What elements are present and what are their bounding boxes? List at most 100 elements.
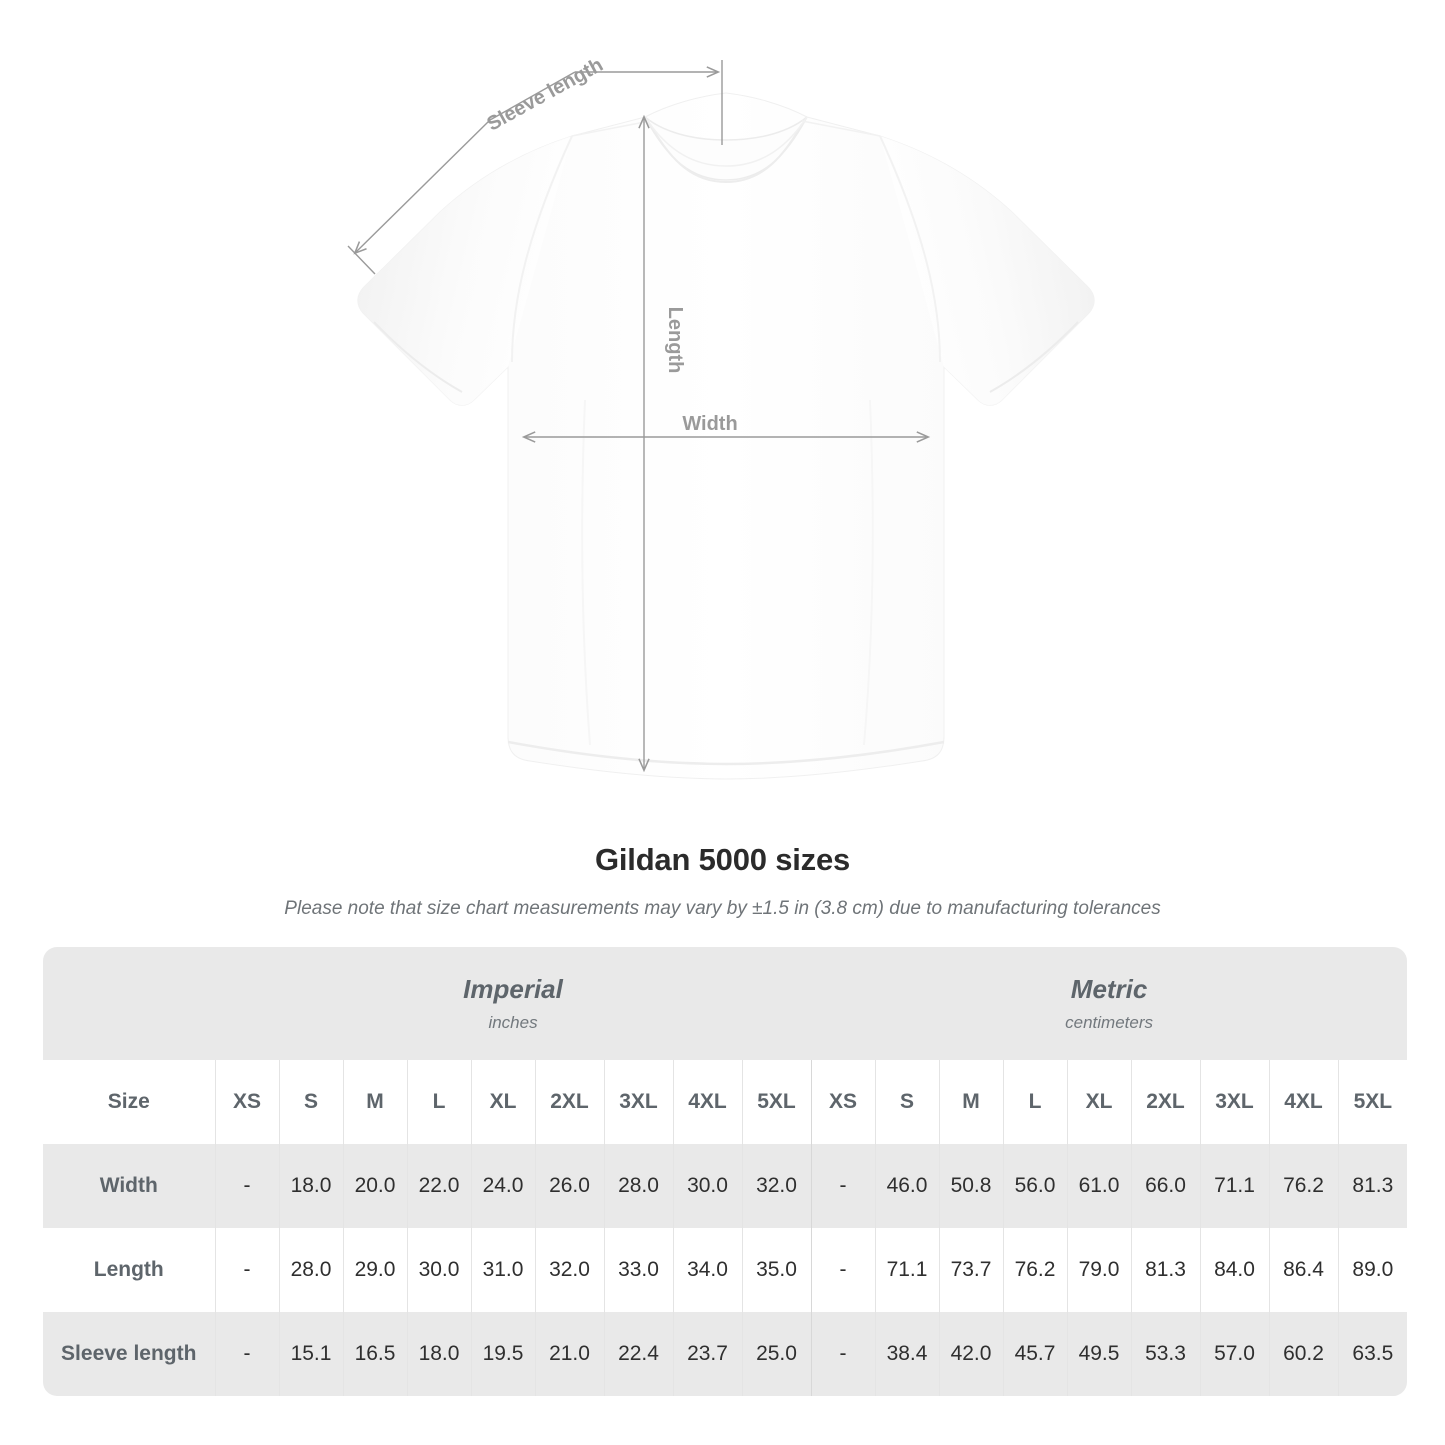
- metric-label: Metric: [1070, 973, 1148, 1004]
- cell-width-metric-s: 46.0: [874, 1144, 940, 1228]
- col-header-imperial-s: S: [278, 1060, 343, 1144]
- cell-sleeve-imperial-3xl: 22.4: [603, 1312, 673, 1396]
- width-label: Width: [682, 413, 737, 435]
- tshirt-diagram: Sleeve length Length Width: [347, 54, 1095, 780]
- cell-width-metric-4xl: 76.2: [1268, 1144, 1339, 1228]
- cell-width-metric-5xl: 81.3: [1337, 1144, 1408, 1228]
- col-header-imperial-3xl: 3XL: [603, 1060, 673, 1144]
- cell-width-imperial-xs: -: [214, 1144, 279, 1228]
- cell-length-imperial-2xl: 32.0: [534, 1228, 604, 1312]
- cell-length-metric-3xl: 84.0: [1199, 1228, 1270, 1312]
- cell-length-imperial-m: 29.0: [342, 1228, 407, 1312]
- cell-width-metric-l: 56.0: [1002, 1144, 1068, 1228]
- cell-width-imperial-4xl: 30.0: [672, 1144, 742, 1228]
- cell-length-metric-2xl: 81.3: [1130, 1228, 1201, 1312]
- cell-sleeve-metric-3xl: 57.0: [1199, 1312, 1270, 1396]
- col-header-imperial-5xl: 5XL: [741, 1060, 812, 1144]
- cell-sleeve-imperial-xl: 19.5: [470, 1312, 535, 1396]
- col-header-metric-xl: XL: [1066, 1060, 1132, 1144]
- cell-sleeve-metric-xs: -: [810, 1312, 876, 1396]
- cell-length-imperial-xs: -: [214, 1228, 279, 1312]
- cell-length-metric-s: 71.1: [874, 1228, 940, 1312]
- banner-spacer-left: [43, 947, 215, 1060]
- col-header-imperial-l: L: [406, 1060, 471, 1144]
- cell-width-metric-m: 50.8: [938, 1144, 1004, 1228]
- size-header-label: Size: [43, 1060, 215, 1144]
- cell-width-imperial-2xl: 26.0: [534, 1144, 604, 1228]
- col-header-metric-s: S: [874, 1060, 940, 1144]
- col-header-metric-2xl: 2XL: [1130, 1060, 1201, 1144]
- imperial-unit: inches: [488, 1012, 538, 1032]
- cell-length-imperial-5xl: 35.0: [741, 1228, 812, 1312]
- cell-length-imperial-l: 30.0: [406, 1228, 471, 1312]
- cell-sleeve-imperial-s: 15.1: [278, 1312, 343, 1396]
- cell-length-metric-xs: -: [810, 1228, 876, 1312]
- table-row: Sleeve length - 15.1 16.5 18.0 19.5 21.0…: [43, 1312, 1408, 1396]
- table-row: Length - 28.0 29.0 30.0 31.0 32.0 33.0 3…: [43, 1228, 1408, 1312]
- cell-width-metric-2xl: 66.0: [1130, 1144, 1201, 1228]
- col-header-imperial-4xl: 4XL: [672, 1060, 742, 1144]
- cell-sleeve-metric-xl: 49.5: [1066, 1312, 1132, 1396]
- cell-length-metric-xl: 79.0: [1066, 1228, 1132, 1312]
- col-header-metric-4xl: 4XL: [1268, 1060, 1339, 1144]
- cell-sleeve-imperial-m: 16.5: [342, 1312, 407, 1396]
- imperial-label: Imperial: [463, 973, 563, 1004]
- cell-length-imperial-s: 28.0: [278, 1228, 343, 1312]
- col-header-metric-5xl: 5XL: [1337, 1060, 1408, 1144]
- cell-length-metric-5xl: 89.0: [1337, 1228, 1408, 1312]
- shirt-shape: [357, 92, 1095, 780]
- cell-width-metric-3xl: 71.1: [1199, 1144, 1270, 1228]
- row-label-width: Width: [43, 1144, 215, 1228]
- imperial-banner: Imperial inches: [215, 947, 812, 1060]
- cell-sleeve-metric-2xl: 53.3: [1130, 1312, 1201, 1396]
- cell-width-imperial-l: 22.0: [406, 1144, 471, 1228]
- cell-sleeve-imperial-xs: -: [214, 1312, 279, 1396]
- cell-width-imperial-xl: 24.0: [470, 1144, 535, 1228]
- col-header-imperial-2xl: 2XL: [534, 1060, 604, 1144]
- cell-sleeve-metric-s: 38.4: [874, 1312, 940, 1396]
- row-label-sleeve-length: Sleeve length: [43, 1312, 215, 1396]
- col-header-imperial-xl: XL: [470, 1060, 535, 1144]
- cell-width-metric-xl: 61.0: [1066, 1144, 1132, 1228]
- cell-width-imperial-5xl: 32.0: [741, 1144, 812, 1228]
- cell-sleeve-metric-5xl: 63.5: [1337, 1312, 1408, 1396]
- metric-unit: centimeters: [1065, 1012, 1154, 1032]
- col-header-metric-3xl: 3XL: [1199, 1060, 1270, 1144]
- tshirt-illustration: Sleeve length Length Width: [347, 54, 1095, 780]
- cell-sleeve-metric-l: 45.7: [1002, 1312, 1068, 1396]
- cell-sleeve-metric-m: 42.0: [938, 1312, 1004, 1396]
- size-table-container: Imperial inches Metric centimeters Size …: [43, 947, 1408, 1396]
- cell-length-metric-m: 73.7: [938, 1228, 1004, 1312]
- cell-length-metric-4xl: 86.4: [1268, 1228, 1339, 1312]
- col-header-imperial-xs: XS: [214, 1060, 279, 1144]
- row-label-length: Length: [43, 1228, 215, 1312]
- unit-banner-row: Imperial inches Metric centimeters: [43, 947, 1408, 1060]
- cell-sleeve-imperial-4xl: 23.7: [672, 1312, 742, 1396]
- cell-sleeve-imperial-2xl: 21.0: [534, 1312, 604, 1396]
- cell-length-metric-l: 76.2: [1002, 1228, 1068, 1312]
- cell-sleeve-metric-4xl: 60.2: [1268, 1312, 1339, 1396]
- cell-length-imperial-3xl: 33.0: [603, 1228, 673, 1312]
- metric-banner: Metric centimeters: [811, 947, 1408, 1060]
- cell-width-imperial-s: 18.0: [278, 1144, 343, 1228]
- cell-length-imperial-4xl: 34.0: [672, 1228, 742, 1312]
- sleeve-length-label: Sleeve length: [483, 54, 606, 136]
- col-header-imperial-m: M: [342, 1060, 407, 1144]
- col-header-metric-xs: XS: [810, 1060, 876, 1144]
- table-row: Width - 18.0 20.0 22.0 24.0 26.0 28.0 30…: [43, 1144, 1408, 1228]
- cell-width-imperial-3xl: 28.0: [603, 1144, 673, 1228]
- length-label: Length: [664, 307, 686, 374]
- page-title: Gildan 5000 sizes: [594, 842, 851, 877]
- sleeve-length-dimension: [347, 60, 723, 275]
- cell-sleeve-imperial-l: 18.0: [406, 1312, 471, 1396]
- size-table: Imperial inches Metric centimeters Size …: [43, 947, 1408, 1396]
- cell-width-metric-xs: -: [810, 1144, 876, 1228]
- col-header-metric-m: M: [938, 1060, 1004, 1144]
- measurement-annotations: [347, 60, 931, 773]
- tolerance-note: Please note that size chart measurements…: [284, 898, 1161, 919]
- cell-width-imperial-m: 20.0: [342, 1144, 407, 1228]
- size-header-row: Size XS S M L XL 2XL 3XL 4XL 5XL XS S M …: [43, 1060, 1408, 1144]
- cell-sleeve-imperial-5xl: 25.0: [741, 1312, 812, 1396]
- title-block: Gildan 5000 sizes Please note that size …: [0, 840, 1445, 922]
